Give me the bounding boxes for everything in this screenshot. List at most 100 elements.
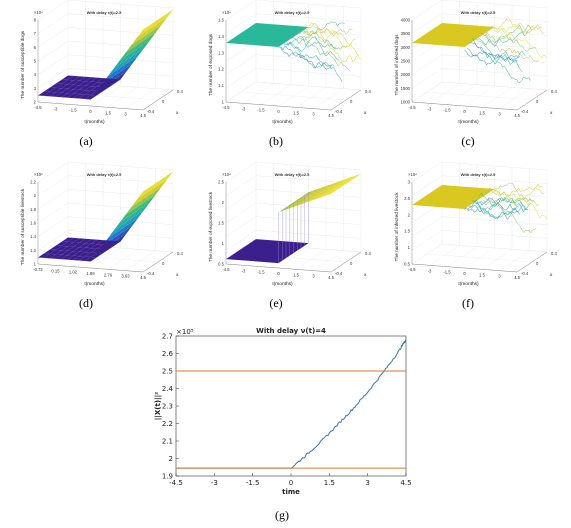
- surface-patch: [137, 33, 150, 45]
- surface-patch: [304, 191, 317, 199]
- panel-d: With delay τ(t)=2.5 ×10⁵ 2.2 2 1.8 1.6 1.4 1.2 1…: [8, 161, 188, 294]
- grid-line: [225, 175, 257, 196]
- surface-patch: [304, 196, 318, 203]
- surface-patch: [322, 182, 335, 190]
- surface-patch: [61, 79, 74, 85]
- y-tick-label: 1000: [401, 100, 411, 105]
- mesh-line: [483, 31, 537, 52]
- x-tick-label: -1.5: [69, 108, 77, 113]
- x-axis-label: t(months): [84, 281, 105, 287]
- x-tick-label: -1.5: [443, 270, 451, 275]
- panel-title: With delay τ(t)=2.5: [87, 172, 123, 177]
- x-tick-label: 0.15: [51, 268, 60, 273]
- mesh-line: [483, 198, 537, 234]
- mesh-line: [486, 182, 539, 207]
- surface-patch: [114, 222, 126, 235]
- surface-patch: [149, 17, 161, 30]
- surface-patch: [55, 88, 68, 93]
- panel-c-surface: [412, 18, 548, 84]
- panel-d-svg: With delay τ(t)=2.5 ×10⁵ 2.2 2 1.8 1.6 1.4 1.2 1…: [20, 161, 183, 287]
- mesh-line: [289, 42, 343, 82]
- x-tick-label: 4.5: [140, 275, 146, 280]
- exponent-label: ×10⁴: [222, 172, 231, 177]
- x-tick-label: -1.5: [257, 270, 265, 275]
- surface-patch: [91, 82, 103, 87]
- surface-patch: [120, 56, 132, 69]
- surface-patch: [120, 222, 132, 234]
- surface-patch: [322, 187, 336, 195]
- surface-patch: [49, 87, 62, 93]
- grid-line: [37, 230, 69, 251]
- surface-patch: [131, 199, 144, 211]
- grid-line: [37, 175, 69, 196]
- x-tick-label: -1.5: [246, 479, 260, 487]
- surface-patch: [299, 197, 313, 205]
- surface-patch: [113, 56, 126, 69]
- surface-patch: [119, 52, 132, 65]
- y-axis-label: The number of infected dogs: [394, 34, 400, 96]
- surface-patch: [149, 25, 162, 37]
- x-axis-label: t(months): [84, 119, 105, 125]
- mesh-line: [283, 36, 337, 53]
- surface-patch: [84, 90, 97, 95]
- panel-title: With delay τ(t)=2.5: [275, 172, 311, 177]
- y-tick-label: 2: [408, 212, 411, 217]
- surface-patch: [90, 86, 103, 91]
- surface-patch: [61, 241, 74, 247]
- grid-line: [411, 54, 443, 75]
- surface-patch: [55, 250, 68, 255]
- chart-g-svg: -4.5 -3 -1.5 0 1.5 3 4.5 1.9 2 2.1 2.2 2.3 2.4 2.5 2.6…: [154, 327, 412, 496]
- surface-patch: [73, 76, 86, 81]
- surface-patch: [79, 76, 92, 82]
- surface-patch: [143, 194, 156, 207]
- y-tick-label: 1: [34, 262, 37, 267]
- surface-patch: [79, 238, 92, 244]
- y-tick-label: 2.5: [404, 196, 410, 201]
- surface-flat: [412, 184, 495, 209]
- surface-patch: [337, 177, 351, 185]
- y-axis-label: The number of infected livestock: [394, 192, 400, 262]
- y-tick-label: 2: [169, 455, 173, 463]
- y-tick-label: 0.5: [218, 262, 224, 267]
- x-tick-label: 1.5: [293, 272, 299, 277]
- surface-patch: [143, 183, 155, 196]
- x-tick-label: 3: [498, 274, 501, 279]
- x-tick-label: -3: [428, 268, 432, 273]
- surface-patch: [67, 251, 80, 256]
- exponent-label: ×10⁴: [408, 172, 417, 177]
- surface-patch: [293, 195, 307, 203]
- x-tick-label: 4.5: [514, 275, 520, 280]
- surface-patch: [125, 41, 138, 53]
- y-tick-label: 2.5: [162, 368, 173, 376]
- surface-patch: [113, 218, 126, 231]
- x-tick-label: -3: [211, 479, 218, 487]
- surface-patch: [125, 48, 138, 61]
- surface-flat: [226, 22, 309, 47]
- mesh-line: [469, 42, 523, 73]
- surface-patch: [125, 44, 138, 57]
- surface-patch: [161, 171, 173, 184]
- surface-patch: [61, 84, 74, 89]
- mesh-line: [467, 48, 520, 66]
- surface-patch: [126, 214, 138, 227]
- surface-patch: [309, 189, 322, 197]
- surface-patch: [96, 82, 109, 87]
- y-tick-label: 8: [34, 18, 37, 23]
- caption-b: (b): [269, 134, 283, 148]
- z-axis: [516, 89, 548, 111]
- panel-title: With delay τ(t)=2.5: [461, 172, 497, 177]
- chart-title: With delay ν(t)=4: [256, 327, 326, 335]
- panel-title: With delay τ(t)=2.5: [87, 10, 123, 15]
- x-tick-label: -1.5: [257, 108, 265, 113]
- surface-patch: [328, 185, 341, 193]
- grid-line: [411, 175, 443, 196]
- x-tick-label: -4.5: [222, 267, 230, 272]
- surface-patch: [335, 180, 349, 188]
- mesh-line: [467, 207, 520, 220]
- x-tick-label: -3: [428, 106, 432, 111]
- surface-patch: [131, 37, 144, 49]
- surface-patch: [149, 179, 161, 192]
- surface-patch: [73, 242, 86, 248]
- z-axis: [142, 89, 174, 111]
- grid-line: [37, 27, 69, 48]
